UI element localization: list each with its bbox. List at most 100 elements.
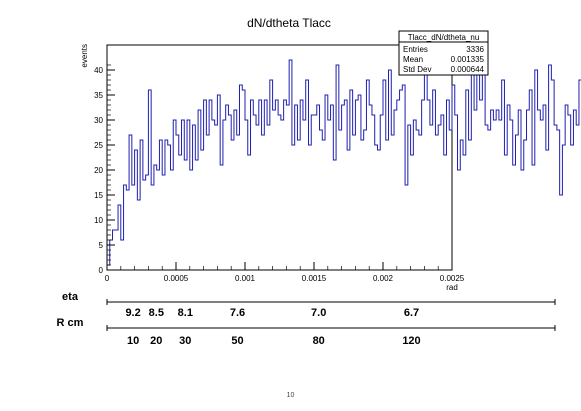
histogram-bin bbox=[226, 105, 229, 270]
scale-value: 9.2 bbox=[125, 307, 140, 319]
x-tick-label: 0.0025 bbox=[440, 274, 465, 283]
y-tick-label: 10 bbox=[94, 216, 103, 225]
histogram-bin bbox=[532, 165, 535, 270]
histogram-bin bbox=[303, 120, 306, 270]
y-axis-label: events bbox=[80, 44, 89, 68]
histogram-bin bbox=[212, 120, 215, 270]
stats-title: Tlacc_dN/dtheta_nu bbox=[408, 33, 480, 42]
scale-value: 7.0 bbox=[311, 307, 326, 319]
x-tick-label: 0 bbox=[105, 274, 110, 283]
scale-value: 8.1 bbox=[178, 307, 193, 319]
histogram-bin bbox=[397, 100, 400, 270]
histogram-bin bbox=[485, 125, 488, 270]
histogram-bin bbox=[449, 130, 452, 270]
stats-label: Entries bbox=[403, 45, 428, 54]
histogram-bin bbox=[430, 125, 433, 270]
stats-value: 3336 bbox=[466, 45, 484, 54]
histogram-bin bbox=[504, 155, 507, 270]
histogram-bin bbox=[364, 130, 367, 270]
histogram-bin bbox=[262, 135, 265, 270]
histogram-bin bbox=[273, 110, 276, 270]
histogram-bin bbox=[328, 120, 331, 270]
histogram-bin bbox=[190, 170, 193, 270]
histogram-bin bbox=[491, 110, 494, 270]
stats-label: Std Dev bbox=[403, 65, 431, 74]
histogram-bin bbox=[538, 110, 541, 270]
histogram-bin bbox=[438, 125, 441, 270]
y-tick-label: 25 bbox=[94, 141, 103, 150]
histogram-bin bbox=[215, 125, 218, 270]
x-tick-label: 0.001 bbox=[235, 274, 256, 283]
histogram-bin bbox=[297, 140, 300, 270]
histogram-bin bbox=[435, 135, 438, 270]
histogram-bin bbox=[400, 90, 403, 270]
scale-value: 8.5 bbox=[149, 307, 164, 319]
histogram-bin bbox=[286, 105, 289, 270]
y-tick-label: 5 bbox=[99, 241, 104, 250]
histogram-bin bbox=[391, 135, 394, 270]
histogram-bin bbox=[231, 140, 234, 270]
scale-value: 6.7 bbox=[404, 307, 419, 319]
histogram-bin bbox=[184, 160, 187, 270]
plot-frame bbox=[106, 44, 453, 271]
histogram-bin bbox=[513, 165, 516, 270]
x-tick-label: 0.0005 bbox=[164, 274, 189, 283]
histogram-bin bbox=[256, 125, 259, 270]
stats-label: Mean bbox=[403, 55, 423, 64]
histogram-bin bbox=[369, 105, 372, 270]
histogram-bin bbox=[253, 115, 256, 270]
histogram-bin bbox=[377, 150, 380, 270]
histogram-bin bbox=[347, 150, 350, 270]
histogram-bin bbox=[488, 130, 491, 270]
histogram-bin bbox=[143, 180, 146, 270]
histogram-bin bbox=[267, 125, 270, 270]
histogram-bin bbox=[132, 185, 135, 270]
histogram-bin bbox=[474, 110, 477, 270]
histogram-bin bbox=[463, 155, 466, 270]
histogram-bin bbox=[284, 100, 287, 270]
y-tick-label: 0 bbox=[99, 266, 104, 275]
scale-value: 7.6 bbox=[230, 307, 245, 319]
histogram-bin bbox=[320, 130, 323, 270]
histogram-bin bbox=[411, 155, 414, 270]
histogram-bin bbox=[292, 145, 295, 270]
histogram-bin bbox=[281, 120, 284, 270]
y-tick-label: 15 bbox=[94, 191, 103, 200]
histogram-bin bbox=[237, 135, 240, 270]
histogram-bin bbox=[137, 200, 140, 270]
histogram-bin bbox=[151, 185, 154, 270]
histogram-bin bbox=[576, 125, 579, 270]
histogram-bin bbox=[162, 175, 165, 270]
histogram-bin bbox=[361, 140, 364, 270]
histogram-bin bbox=[458, 170, 461, 270]
histogram-bin bbox=[386, 140, 389, 270]
histogram-bin bbox=[157, 170, 160, 270]
y-tick-label: 20 bbox=[94, 166, 103, 175]
chart-title: dN/dtheta Tlacc bbox=[247, 16, 331, 30]
histogram-bin bbox=[540, 120, 543, 270]
histogram-bin bbox=[121, 240, 124, 270]
histogram-bin bbox=[179, 155, 182, 270]
x-tick-label: 0.0015 bbox=[302, 274, 327, 283]
histogram-bin bbox=[521, 170, 524, 270]
histogram-bin bbox=[146, 175, 149, 270]
histogram-bin bbox=[546, 150, 549, 270]
histogram-bin bbox=[275, 100, 278, 270]
histogram-bin bbox=[444, 155, 447, 270]
histogram-bin bbox=[419, 135, 422, 270]
histogram-bin bbox=[560, 195, 563, 270]
scale-value: 80 bbox=[313, 335, 325, 347]
histogram-bin bbox=[278, 115, 281, 270]
histogram-bin bbox=[375, 145, 378, 270]
histogram-bin bbox=[416, 130, 419, 270]
histogram-bin bbox=[201, 150, 204, 270]
histogram-bin bbox=[206, 135, 209, 270]
histogram-bin bbox=[115, 230, 118, 270]
histogram-bin bbox=[308, 145, 311, 270]
histogram-bin bbox=[493, 120, 496, 270]
page-number: 10 bbox=[286, 392, 295, 399]
y-tick-label: 30 bbox=[94, 116, 103, 125]
scale-value: 120 bbox=[402, 335, 420, 347]
scale-value: 10 bbox=[127, 335, 139, 347]
histogram-bin bbox=[353, 135, 356, 270]
